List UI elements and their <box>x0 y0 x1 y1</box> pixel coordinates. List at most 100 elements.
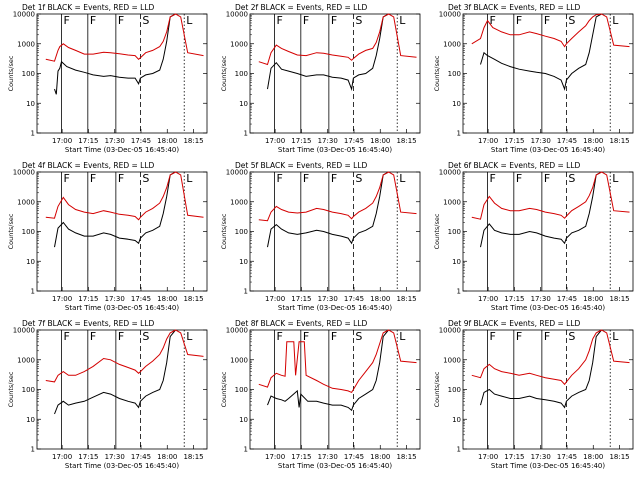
panel-det-9: Det 9f BLACK = Events, RED = LLD F F F S L 1 10… <box>433 319 634 470</box>
panel-6-ylabel: Counts/sec <box>433 213 441 249</box>
panel-5-marker-label-3: F <box>331 172 337 185</box>
panel-6-title: Det 6f BLACK = Events, RED = LLD <box>448 161 581 170</box>
panel-4-marker-label-5: L <box>186 172 193 185</box>
panel-3-xlabel: Start Time (03-Dec-05 16:45:40) <box>491 146 605 154</box>
panel-6-ytick-label-2: 10 <box>452 258 461 266</box>
panel-3-xtick-label-1: 17:00 <box>478 137 498 145</box>
panel-7-xlabel: Start Time (03-Dec-05 16:45:40) <box>65 462 179 470</box>
panel-1-ytick-label-1: 1 <box>31 130 35 138</box>
panel-5-xtick-label-1: 17:00 <box>265 295 285 303</box>
panel-7-xtick-label-4: 17:45 <box>131 453 151 461</box>
panel-7-marker-label-2: F <box>90 330 96 343</box>
panel-2-marker-label-4: S <box>355 14 362 27</box>
panel-8-series-events <box>267 329 389 412</box>
panel-7-marker-label-3: F <box>118 330 124 343</box>
panel-7-ytick-label-4: 1000 <box>17 356 35 364</box>
panel-7-marker-label-1: F <box>64 330 70 343</box>
panel-9-xtick-label-3: 17:30 <box>531 453 551 461</box>
panel-7-marker-label-5: L <box>186 330 193 343</box>
panel-9-marker-label-3: F <box>544 330 550 343</box>
panel-4-series-events <box>54 171 176 248</box>
panel-3-ytick-label-2: 10 <box>452 100 461 108</box>
panel-8-ytick-label-3: 100 <box>235 386 248 394</box>
panel-9-xtick-label-4: 17:45 <box>557 453 577 461</box>
panel-5-xtick-label-4: 17:45 <box>344 295 364 303</box>
panel-6-xtick-label-6: 18:15 <box>609 295 629 303</box>
panel-6-ytick-label-3: 100 <box>448 228 461 236</box>
panel-2-marker-label-1: F <box>277 14 283 27</box>
panel-6-xlabel: Start Time (03-Dec-05 16:45:40) <box>491 304 605 312</box>
panel-3-xtick-label-2: 17:15 <box>504 137 524 145</box>
panel-3-marker-label-3: F <box>544 14 550 27</box>
panel-9-series-lld <box>471 329 630 386</box>
panel-1-ytick-label-3: 100 <box>22 70 35 78</box>
panel-9-series-events <box>480 329 602 409</box>
panel-2-xtick-label-3: 17:30 <box>318 137 338 145</box>
panel-1-xtick-label-4: 17:45 <box>131 137 151 145</box>
panel-9-xtick-label-1: 17:00 <box>478 453 498 461</box>
panel-7-xtick-label-3: 17:30 <box>105 453 125 461</box>
panel-3-xtick-label-6: 18:15 <box>609 137 629 145</box>
panel-2-ytick-label-3: 100 <box>235 70 248 78</box>
panel-1-ytick-label-5: 10000 <box>13 11 35 19</box>
panel-7-ytick-label-5: 10000 <box>13 327 35 335</box>
panel-6-xtick-label-3: 17:30 <box>531 295 551 303</box>
panel-7-series-lld <box>45 329 204 383</box>
panel-5-ylabel: Counts/sec <box>220 213 228 249</box>
panel-1-xtick-label-3: 17:30 <box>105 137 125 145</box>
panel-8-xtick-label-6: 18:15 <box>396 453 416 461</box>
panel-9-ylabel: Counts/sec <box>433 371 441 407</box>
panel-det-3: Det 3f BLACK = Events, RED = LLD F F F S L 1 10… <box>433 3 634 154</box>
panel-3-xtick-label-5: 18:00 <box>583 137 603 145</box>
panel-6-ytick-label-4: 1000 <box>443 198 461 206</box>
panel-5-series-lld <box>258 171 417 222</box>
panel-6-ytick-label-1: 1 <box>457 288 461 296</box>
panel-9-marker-label-1: F <box>490 330 496 343</box>
panel-1-xtick-label-5: 18:00 <box>157 137 177 145</box>
panel-7-marker-label-4: S <box>142 330 149 343</box>
panel-7-ytick-label-1: 1 <box>31 446 35 454</box>
panel-4-ytick-label-5: 10000 <box>13 169 35 177</box>
panel-6-marker-label-2: F <box>516 172 522 185</box>
panel-4-xtick-label-6: 18:15 <box>183 295 203 303</box>
panel-8-ytick-label-4: 1000 <box>230 356 248 364</box>
panel-5-xtick-label-2: 17:15 <box>291 295 311 303</box>
panel-1-series-events <box>54 13 176 95</box>
panel-5-xtick-label-6: 18:15 <box>396 295 416 303</box>
panel-8-series-lld <box>258 329 417 394</box>
panel-9-ytick-label-1: 1 <box>457 446 461 454</box>
panel-8-marker-label-4: S <box>355 330 362 343</box>
panel-det-4: Det 4f BLACK = Events, RED = LLD F F F S L 1 10… <box>7 161 208 312</box>
panel-3-xtick-label-4: 17:45 <box>557 137 577 145</box>
panel-8-marker-label-3: F <box>331 330 337 343</box>
panel-1-ylabel: Counts/sec <box>7 55 15 91</box>
panel-5-ytick-label-5: 10000 <box>226 169 248 177</box>
panel-7-series-events <box>54 329 176 415</box>
panel-5-title: Det 5f BLACK = Events, RED = LLD <box>235 161 368 170</box>
panel-1-marker-label-2: F <box>90 14 96 27</box>
panel-5-marker-label-5: L <box>399 172 406 185</box>
panel-9-ytick-label-5: 10000 <box>439 327 461 335</box>
panel-3-marker-label-5: L <box>612 14 619 27</box>
panel-6-xtick-label-4: 17:45 <box>557 295 577 303</box>
panel-5-xtick-label-3: 17:30 <box>318 295 338 303</box>
panel-4-xtick-label-3: 17:30 <box>105 295 125 303</box>
panel-5-ytick-label-2: 10 <box>239 258 248 266</box>
panel-2-xtick-label-2: 17:15 <box>291 137 311 145</box>
panel-1-marker-label-4: S <box>142 14 149 27</box>
panel-4-ytick-label-1: 1 <box>31 288 35 296</box>
panel-8-ytick-label-2: 10 <box>239 416 248 424</box>
panel-6-marker-label-5: L <box>612 172 619 185</box>
panel-5-xtick-label-5: 18:00 <box>370 295 390 303</box>
panel-9-marker-label-5: L <box>612 330 619 343</box>
panel-2-ytick-label-5: 10000 <box>226 11 248 19</box>
panel-3-frame <box>462 13 634 134</box>
panel-5-marker-label-2: F <box>303 172 309 185</box>
panel-8-ytick-label-5: 10000 <box>226 327 248 335</box>
panel-7-frame <box>36 329 208 450</box>
panel-5-series-events <box>267 171 389 248</box>
panel-4-frame <box>36 171 208 292</box>
panel-2-marker-label-2: F <box>303 14 309 27</box>
panel-2-xtick-label-6: 18:15 <box>396 137 416 145</box>
